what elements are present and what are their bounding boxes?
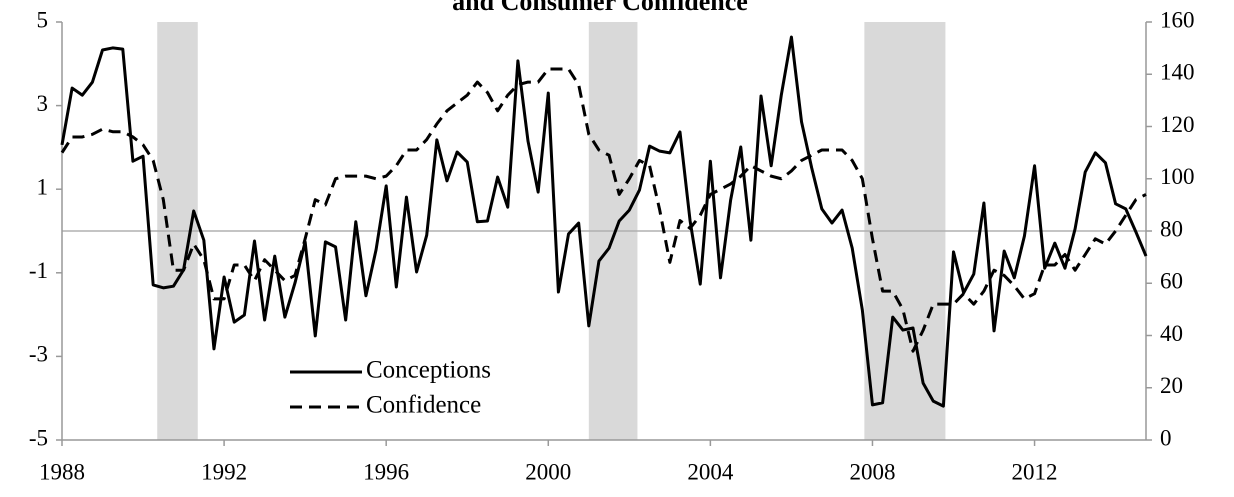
- y2-tick-label: 140: [1160, 60, 1195, 85]
- x-tick-label: 1988: [39, 459, 85, 484]
- legend-label: Confidence: [366, 392, 481, 419]
- chart-title: and Consumer Confidence: [452, 0, 748, 16]
- legend-label: Conceptions: [366, 357, 491, 384]
- x-tick-label: 1992: [201, 459, 247, 484]
- y2-tick-label: 120: [1160, 112, 1195, 137]
- x-tick-label: 2008: [849, 459, 895, 484]
- y2-tick-label: 60: [1160, 269, 1183, 294]
- y2-tick-label: 100: [1160, 164, 1195, 189]
- y2-tick-label: 160: [1160, 7, 1195, 32]
- y-tick-label: -5: [29, 425, 48, 450]
- x-tick-label: 2012: [1012, 459, 1058, 484]
- x-tick-label: 2004: [687, 459, 734, 484]
- y2-tick-label: 20: [1160, 373, 1183, 398]
- y-tick-label: 5: [37, 7, 49, 32]
- y-tick-label: -1: [29, 258, 48, 283]
- y-tick-label: 1: [37, 174, 49, 199]
- x-tick-label: 1996: [363, 459, 409, 484]
- y2-tick-label: 80: [1160, 216, 1183, 241]
- y-tick-label: -3: [29, 342, 48, 367]
- y2-tick-label: 0: [1160, 425, 1172, 450]
- series-line: [60, 35, 1148, 408]
- y-tick-label: 3: [37, 91, 49, 116]
- x-tick-label: 2000: [525, 459, 571, 484]
- y2-tick-label: 40: [1160, 321, 1183, 346]
